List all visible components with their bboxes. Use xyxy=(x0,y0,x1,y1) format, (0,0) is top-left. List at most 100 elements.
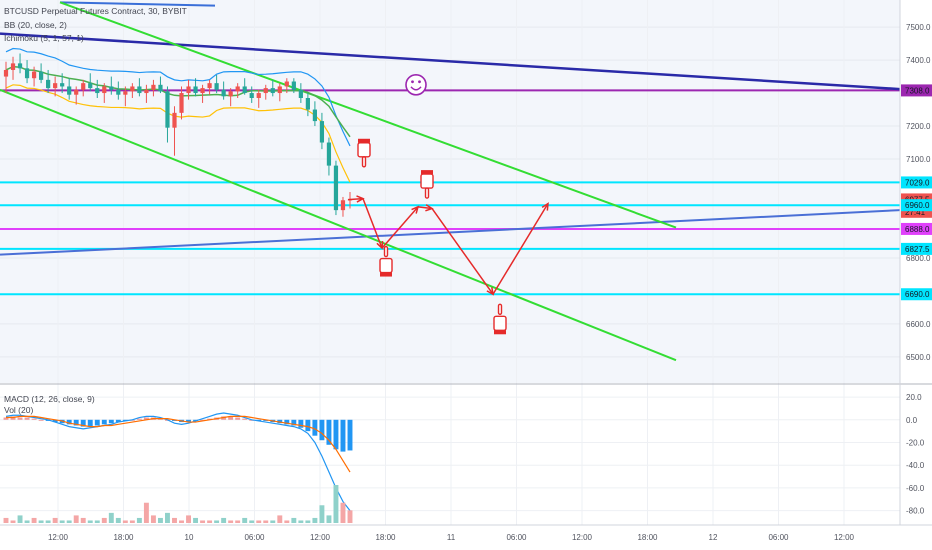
macd-histogram-bar xyxy=(326,419,332,445)
candle-body xyxy=(277,86,282,94)
volume-bar xyxy=(108,512,114,523)
macd-histogram-bar xyxy=(3,417,9,420)
time-tick-label: 06:00 xyxy=(506,533,527,542)
price-tick-label: 7200.0 xyxy=(906,122,931,131)
candle-body xyxy=(186,86,191,94)
candle-body xyxy=(46,79,51,89)
price-tick-label: 7400.0 xyxy=(906,56,931,65)
macd-histogram-bar xyxy=(73,419,79,426)
forecast-arrow-segment xyxy=(417,206,433,210)
candle-body xyxy=(312,109,318,122)
smiley-mouth xyxy=(410,86,422,91)
volume-bar xyxy=(186,515,191,523)
volume-bar xyxy=(298,520,304,523)
macd-histogram-bar xyxy=(66,419,72,425)
volume-bar xyxy=(59,520,65,523)
volume-bar xyxy=(80,517,86,523)
macd-histogram-bar xyxy=(228,416,234,420)
candle-body xyxy=(242,86,247,94)
hand-finger xyxy=(424,187,430,199)
smiley-eye xyxy=(411,80,414,84)
volume-bar xyxy=(214,520,220,523)
price-axis[interactable]: 7500.0 7400.0 7200.0 7100.0 6800.0 6600.0 6500… xyxy=(906,23,931,362)
candle-body xyxy=(74,89,79,95)
volume-bar xyxy=(347,510,353,523)
hand-palm xyxy=(493,315,507,331)
hand-palm xyxy=(379,257,393,274)
candle-body xyxy=(17,63,23,69)
volume-bar xyxy=(263,520,269,523)
time-tick-label: 12 xyxy=(709,533,718,542)
candle-body xyxy=(137,86,142,94)
forecast-arrow-segment xyxy=(347,197,364,201)
candle-body xyxy=(305,98,310,110)
macd-histogram-bar xyxy=(17,417,23,420)
macd-histogram-bar xyxy=(143,417,149,420)
volume-bar xyxy=(340,502,346,523)
macd-histogram-bar xyxy=(52,419,58,423)
time-tick-label: 18:00 xyxy=(637,533,658,542)
hand-finger xyxy=(361,156,367,168)
macd-histogram-bar xyxy=(186,419,191,423)
time-tick-label: 18:00 xyxy=(375,533,396,542)
candle-body xyxy=(123,91,128,95)
candle-body xyxy=(291,81,296,90)
price-tags: 7308.07029.06977.527:416960.06888.06827.… xyxy=(901,84,932,301)
channel-lower-line xyxy=(0,88,677,362)
candle-body xyxy=(235,86,240,92)
candle-body xyxy=(24,68,30,79)
candle-body xyxy=(326,142,332,166)
volume-bar xyxy=(115,517,121,523)
candle-body xyxy=(53,83,58,89)
volume-bar xyxy=(129,520,135,523)
volume-bar xyxy=(101,517,107,523)
macd-legend[interactable]: MACD (12, 26, close, 9) xyxy=(4,394,95,404)
macd-histogram-bar xyxy=(115,419,121,423)
macd-histogram-bar xyxy=(235,417,241,420)
volume-bar xyxy=(277,515,283,523)
forecast-arrow-segment xyxy=(362,198,383,249)
bb-legend[interactable]: BB (20, close, 2) xyxy=(4,20,67,30)
ascending-support-line xyxy=(0,209,901,256)
indicator-tick-label: -80.0 xyxy=(906,507,925,516)
candle-body xyxy=(263,88,268,94)
macd-layer xyxy=(3,412,353,512)
volume-bar xyxy=(157,517,163,523)
price-tag-box xyxy=(901,84,932,97)
time-axis[interactable]: 12:00 18:00 10 06:00 12:00 18:00 11 06:00 12:00 1… xyxy=(48,533,855,542)
price-tick-label: 6800.0 xyxy=(906,254,931,263)
candle-body xyxy=(88,83,93,89)
candle-body xyxy=(193,86,198,94)
volume-bar xyxy=(319,505,325,523)
hand-cuff xyxy=(380,272,392,277)
forecast-arrows xyxy=(347,195,549,296)
volume-bar xyxy=(207,520,213,523)
hand-finger xyxy=(383,245,389,258)
horizontal-levels xyxy=(0,89,900,296)
macd-histogram-bar xyxy=(87,419,93,427)
forecast-arrow-segment xyxy=(492,203,549,295)
volume-layer xyxy=(3,485,353,523)
candle-body xyxy=(67,86,72,95)
hand-palm xyxy=(420,173,434,189)
candle-body xyxy=(3,69,9,77)
macd-histogram-bar xyxy=(200,419,206,421)
ichimoku-legend[interactable]: Ichimoku (5, 1, 57, 1) xyxy=(4,33,84,43)
price-tag-box xyxy=(901,199,932,212)
price-tag-label: 6690.0 xyxy=(905,290,930,299)
forecast-arrow-segment xyxy=(431,208,494,295)
candles xyxy=(3,53,353,217)
price-tag-label: 6827.5 xyxy=(905,245,930,254)
macd-histogram-bar xyxy=(24,417,30,420)
indicator-axis[interactable]: 20.0 0.0 -20.0 -40.0 -60.0 -80.0 xyxy=(906,393,925,516)
volume-bar xyxy=(326,515,332,523)
volume-legend[interactable]: Vol (20) xyxy=(4,405,34,415)
candle-body xyxy=(270,88,275,94)
price-tag-box xyxy=(901,242,932,255)
macd-histogram-bar xyxy=(94,419,100,426)
macd-line xyxy=(5,412,351,512)
candle-body xyxy=(340,200,346,211)
volume-bar xyxy=(87,520,93,523)
macd-histogram-bar xyxy=(333,419,339,450)
